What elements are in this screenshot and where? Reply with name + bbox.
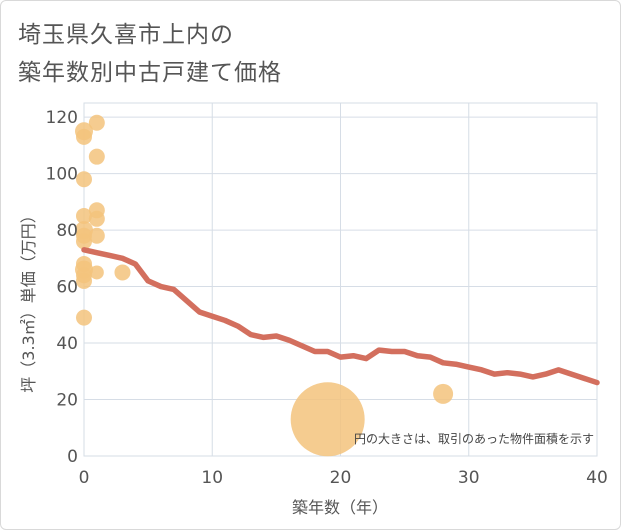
x-tick-label: 30: [458, 468, 480, 488]
data-bubble: [88, 210, 105, 227]
data-bubble: [76, 309, 92, 326]
y-tick-label: 40: [56, 334, 78, 354]
y-tick-label: 120: [46, 108, 78, 128]
line-series: [81, 247, 600, 386]
data-bubble: [76, 272, 92, 289]
chart-title: 埼玉県久喜市上内の 築年数別中古戸建て価格: [18, 16, 282, 92]
data-bubble: [76, 171, 92, 188]
size-note: 円の大きさは、取引のあった物件面積を示す: [354, 431, 594, 446]
y-tick-label: 60: [56, 278, 78, 298]
average-price-line: [81, 247, 600, 386]
title-line-1: 埼玉県久喜市上内の: [18, 22, 234, 48]
y-axis-title: 坪（3.3㎡）単価（万円）: [19, 207, 38, 392]
data-bubble: [114, 264, 131, 281]
axis-ticks: 0 10 20 30 40 0 20 40 60 80 100 120: [46, 108, 608, 488]
data-bubble: [76, 233, 92, 250]
data-bubble: [89, 265, 104, 280]
data-bubble: [290, 382, 365, 457]
x-tick-label: 20: [330, 468, 352, 488]
y-tick-label: 20: [56, 391, 78, 411]
title-line-2: 築年数別中古戸建て価格: [18, 60, 282, 86]
x-tick-label: 10: [201, 468, 223, 488]
data-bubble: [88, 227, 105, 244]
data-bubble: [433, 383, 454, 404]
y-tick-label: 0: [67, 447, 78, 467]
y-tick-label: 100: [46, 165, 78, 185]
x-tick-label: 40: [586, 468, 608, 488]
data-bubble: [88, 114, 105, 131]
x-tick-label: 0: [79, 468, 90, 488]
data-bubble: [76, 207, 92, 224]
data-bubble: [76, 128, 92, 145]
y-tick-label: 80: [56, 221, 78, 241]
bubble-series: [75, 114, 454, 457]
data-bubble: [88, 148, 105, 165]
x-axis-title: 築年数（年）: [292, 498, 388, 517]
